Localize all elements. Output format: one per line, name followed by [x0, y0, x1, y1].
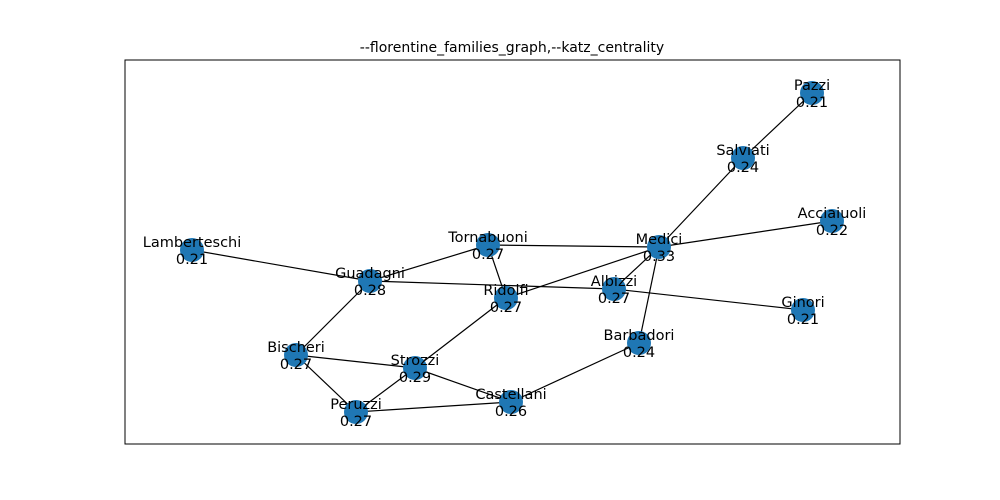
edge-bischeri-strozzi	[295, 354, 416, 369]
edge-tornabuoni-guadagni	[369, 244, 489, 282]
node-label-albizzi: Albizzi	[591, 274, 637, 290]
node-label-tornabuoni: Tornabuoni	[447, 230, 528, 246]
node-medici[interactable]	[647, 235, 671, 259]
plot-frame	[124, 59, 901, 445]
node-value-tornabuoni: 0.27	[472, 247, 504, 263]
node-value-pazzi: 0.21	[796, 95, 828, 111]
node-label-acciaiuoli: Acciaiuoli	[798, 206, 867, 222]
node-value-ridolfi: 0.27	[490, 300, 522, 316]
node-value-peruzzi: 0.27	[340, 414, 372, 430]
node-value-ginori: 0.21	[787, 312, 819, 328]
node-ginori[interactable]	[791, 298, 815, 322]
node-castellani[interactable]	[499, 390, 523, 414]
node-strozzi[interactable]	[403, 356, 427, 380]
nodes-layer	[180, 81, 844, 424]
node-peruzzi[interactable]	[344, 400, 368, 424]
edge-lamberteschi-guadagni	[191, 249, 371, 282]
node-lamberteschi[interactable]	[180, 238, 204, 262]
edge-barbadori-castellani	[510, 342, 640, 403]
node-label-ginori: Ginori	[781, 295, 824, 311]
node-label-castellani: Castellani	[475, 387, 546, 403]
edge-acciaiuoli-medici	[658, 220, 833, 248]
node-label-lamberteschi: Lamberteschi	[143, 235, 242, 251]
node-barbadori[interactable]	[627, 331, 651, 355]
node-bischeri[interactable]	[284, 343, 308, 367]
node-label-barbadori: Barbadori	[604, 328, 675, 344]
edge-medici-barbadori	[638, 246, 660, 344]
edge-salviati-medici	[658, 157, 744, 248]
node-ridolfi[interactable]	[494, 286, 518, 310]
edge-strozzi-peruzzi	[355, 367, 416, 413]
node-label-bischeri: Bischeri	[267, 340, 325, 356]
labels-layer: Pazzi0.21Salviati0.24Acciaiuoli0.22Medic…	[143, 78, 867, 430]
node-tornabuoni[interactable]	[476, 233, 500, 257]
node-value-castellani: 0.26	[495, 404, 527, 420]
edge-castellani-peruzzi	[355, 401, 512, 413]
figure-title: --florentine_families_graph,--katz_centr…	[360, 40, 664, 56]
edge-bischeri-peruzzi	[295, 354, 357, 413]
node-label-medici: Medici	[636, 232, 683, 248]
node-label-peruzzi: Peruzzi	[330, 397, 382, 413]
node-label-ridolfi: Ridolfi	[483, 283, 528, 299]
node-label-guadagni: Guadagni	[335, 266, 405, 282]
node-value-acciaiuoli: 0.22	[816, 223, 848, 239]
node-acciaiuoli[interactable]	[820, 209, 844, 233]
edge-albizzi-ginori	[613, 288, 804, 311]
node-albizzi[interactable]	[602, 277, 626, 301]
node-value-barbadori: 0.24	[623, 345, 655, 361]
edge-pazzi-salviati	[742, 92, 813, 159]
node-value-albizzi: 0.27	[598, 291, 630, 307]
edge-ridolfi-strozzi	[414, 297, 507, 369]
node-label-strozzi: Strozzi	[391, 353, 440, 369]
node-label-salviati: Salviati	[716, 143, 769, 159]
node-value-salviati: 0.24	[727, 160, 759, 176]
edge-medici-tornabuoni	[487, 244, 660, 248]
node-value-lamberteschi: 0.21	[176, 252, 208, 268]
node-pazzi[interactable]	[800, 81, 824, 105]
edge-strozzi-castellani	[414, 367, 512, 403]
node-value-medici: 0.33	[643, 249, 675, 265]
node-guadagni[interactable]	[358, 269, 382, 293]
node-value-guadagni: 0.28	[354, 283, 386, 299]
edge-guadagni-albizzi	[369, 280, 615, 290]
node-value-bischeri: 0.27	[280, 357, 312, 373]
edge-medici-ridolfi	[505, 246, 660, 299]
node-value-strozzi: 0.29	[399, 370, 431, 386]
node-salviati[interactable]	[731, 146, 755, 170]
node-label-pazzi: Pazzi	[794, 78, 830, 94]
edge-guadagni-bischeri	[295, 280, 371, 356]
